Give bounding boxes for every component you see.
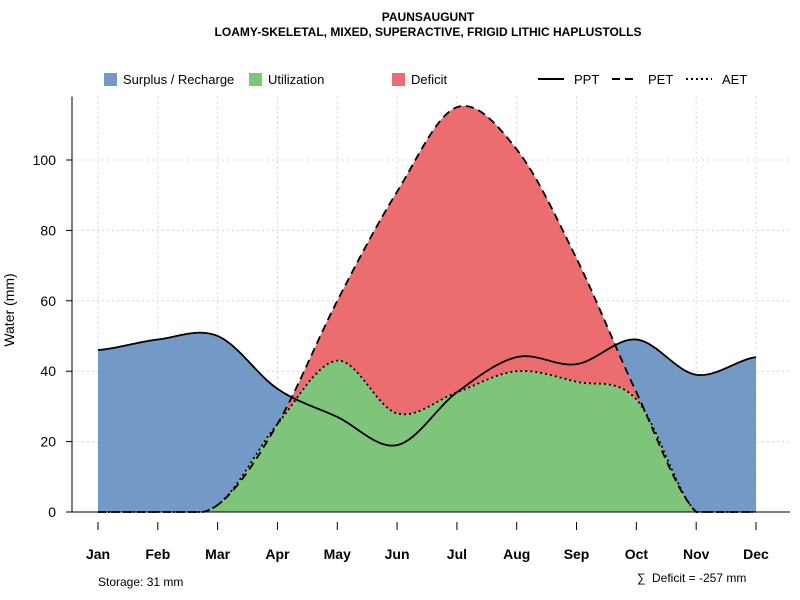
y-tick-label: 40 [40,363,56,379]
y-tick-label: 100 [33,152,57,168]
legend-swatch-3 [392,73,405,86]
storage-annotation: Storage: 31 mm [98,575,183,589]
utilization-area [98,360,756,512]
legend-label-aet: AET [722,72,747,87]
legend-label-pet: PET [648,72,673,87]
chart-subtitle: LOAMY-SKELETAL, MIXED, SUPERACTIVE, FRIG… [215,25,642,39]
pet-line [98,105,756,513]
x-tick-label-nov: Nov [683,546,710,562]
x-tick-label-aug: Aug [503,546,530,562]
y-tick-label: 0 [48,504,56,520]
area-fills [98,105,756,512]
axes: 0 20 40 60 80 100 Jan Feb Mar Apr May Jun Jul Aug Sep O… [33,96,790,562]
x-tick-label-sep: Sep [564,546,590,562]
legend-label-1: Surplus / Recharge [123,72,234,87]
x-tick-label-mar: Mar [205,546,230,562]
x-tick-label-may: May [324,546,351,562]
y-axis-label: Water (mm) [1,273,17,346]
x-tick-label-oct: Oct [625,546,649,562]
legend-label-ppt: PPT [574,72,599,87]
x-tick-label-dec: Dec [743,546,769,562]
series-lines [97,105,757,513]
legend: Surplus / Recharge Utilization Deficit PPT P… [104,72,747,87]
chart-title: PAUNSAUGUNT [382,10,475,24]
x-tick-label-apr: Apr [265,546,290,562]
ppt-line [97,331,757,447]
x-tick-label-jan: Jan [86,546,110,562]
x-tick-label-feb: Feb [145,546,170,562]
x-tick-label-jul: Jul [447,546,467,562]
y-tick-label: 20 [40,434,56,450]
sum-symbol: ∑ [637,571,646,585]
y-tick-label: 80 [40,222,56,238]
legend-label-3: Deficit [411,72,448,87]
legend-label-2: Utilization [268,72,324,87]
y-tick-label: 60 [40,293,56,309]
legend-swatch-1 [104,73,117,86]
x-tick-label-jun: Jun [385,546,410,562]
deficit-area [98,105,756,512]
deficit-annotation: Deficit = -257 mm [652,571,746,585]
legend-swatch-2 [249,73,262,86]
